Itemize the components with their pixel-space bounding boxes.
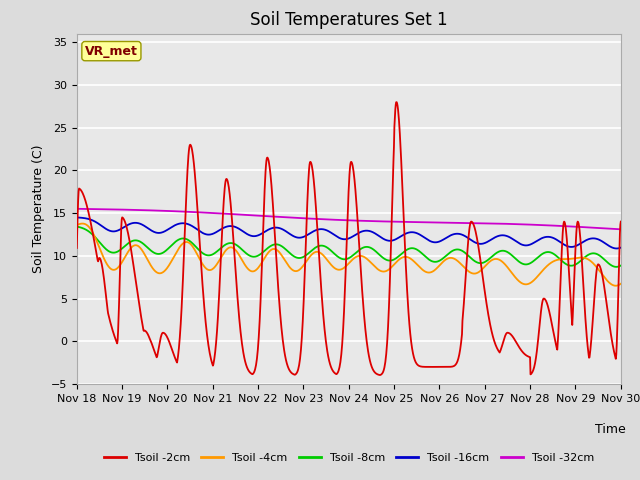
Legend: Tsoil -2cm, Tsoil -4cm, Tsoil -8cm, Tsoil -16cm, Tsoil -32cm: Tsoil -2cm, Tsoil -4cm, Tsoil -8cm, Tsoi… — [99, 449, 598, 468]
Title: Soil Temperatures Set 1: Soil Temperatures Set 1 — [250, 11, 447, 29]
Text: VR_met: VR_met — [85, 45, 138, 58]
X-axis label: Time: Time — [595, 422, 625, 435]
Y-axis label: Soil Temperature (C): Soil Temperature (C) — [32, 144, 45, 273]
